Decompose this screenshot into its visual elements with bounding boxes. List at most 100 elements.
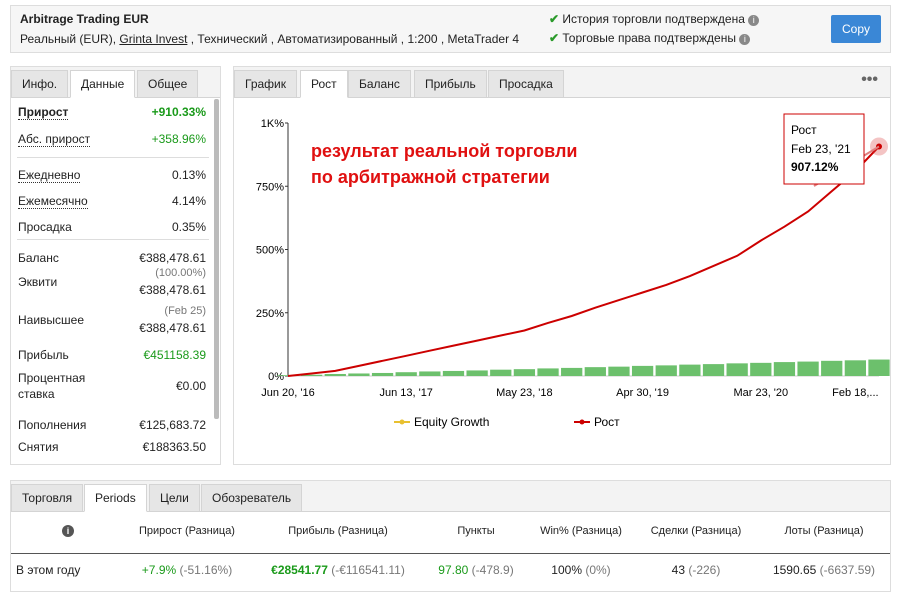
cell: +7.9% (-51.16%) [97,563,277,577]
cell-value: 100% [551,563,582,577]
header: Arbitrage Trading EUR Реальный (EUR), Gr… [10,5,891,53]
stat-label: Прибыль [18,348,69,362]
cell-diff: (-51.16%) [179,563,233,577]
subtitle-part: Реальный (EUR), [20,32,117,46]
tooltip-date: Feb 23, '21 [791,142,851,156]
stat-label: Ежемесячно [18,194,88,209]
stat-value: €388,478.61 [139,321,206,335]
broker-link[interactable]: Grinta Invest [119,32,188,46]
y-tick-label: 0% [268,371,284,383]
x-tick-label: Apr 30, '19 [616,387,669,399]
volume-bar [750,362,772,376]
stat-value: +910.33% [151,105,206,119]
tab[interactable]: Прибыль [414,70,487,98]
tab[interactable]: Цели [149,484,200,512]
column-header: Win% (Разница) [540,525,622,537]
volume-bar [348,373,370,376]
cell-diff: (-226) [688,563,721,577]
stat-note: (Feb 25) [164,305,206,317]
stat-label: Абс. прирост [18,132,91,147]
stat-label: Ежедневно [18,168,81,183]
tab[interactable]: Рост [300,70,348,98]
stat-value: €388,478.61 [139,251,206,265]
stat-note: (100.00%) [155,267,206,279]
cell: €28541.77 (-€116541.11) [248,563,428,577]
tab[interactable]: Обозреватель [201,484,303,512]
verification: ✔ Торговые права подтверждены i [549,31,751,45]
stat-value: €125,683.72 [139,418,206,432]
subtitle: Реальный (EUR), Grinta Invest , Техничес… [20,32,519,46]
x-tick-label: Mar 23, '20 [733,387,788,399]
volume-bar [442,370,465,376]
volume-bar [726,363,748,376]
stat-value: €188363.50 [142,440,206,454]
title: Arbitrage Trading EUR [20,12,149,26]
stat-label: Пополнения [18,418,87,432]
cell: 1590.65 (-6637.59) [734,563,900,577]
column-header: Сделки (Разница) [650,525,742,537]
stat-label: Прирост [18,105,69,120]
info-icon[interactable]: i [62,525,74,537]
tab[interactable]: Инфо. [11,70,69,98]
tooltip [783,113,865,185]
cell-value: 43 [671,563,685,577]
volume-bar [301,374,323,376]
y-tick-label: 1K% [261,118,284,130]
volume-bar [679,364,701,376]
x-tick-label: May 23, '18 [496,387,553,399]
stat-value: €451158.39 [143,348,206,362]
stat-value: €388,478.61 [139,283,206,297]
verification: ✔ История торговли подтверждена i [549,12,760,26]
tab[interactable]: График [234,70,297,98]
y-tick-label: 500% [256,245,284,257]
cell-diff: (-€116541.11) [331,563,405,577]
chart: 0% 250% 500% 750% 1K% Jun 20, '16 Jun 13, '17 M… [256,113,890,429]
volume-bar [868,359,890,376]
volume-bar [584,367,606,376]
tab[interactable]: Торговля [11,484,84,512]
growth-line [287,145,880,377]
cell-value: 1590.65 [772,563,817,577]
stat-label: Наивысшее [18,313,85,327]
stats-panel: Инфо. Данные Общее Прирост +910.33% Абс. прир… [10,66,221,465]
volume-bar [561,367,583,376]
tab[interactable]: Общее [137,70,199,98]
x-tick-label: Jun 13, '17 [379,387,432,399]
stat-label: Процентная ставка [18,371,86,401]
volume-bar [513,369,536,376]
volume-bar [537,368,559,376]
stat-label: Снятия [18,440,59,454]
tooltip-title: Рост [791,123,817,137]
menu-icon[interactable]: ••• [861,71,878,88]
volume-bar [821,360,843,376]
volume-bar [797,361,819,376]
tab[interactable]: Periods [84,484,147,512]
column-header: Прибыль (Разница) [288,525,388,537]
stat-value: 4.14% [171,194,206,208]
legend-dot [399,419,405,425]
chart-panel: ••• 0% 250% 500% 750% 1K% Jun 20, '16 Jun 13, … [233,66,891,465]
subtitle-part: , Технический , Автоматизированный , 1:2… [190,32,520,46]
copy-button[interactable]: Copy [831,15,881,43]
column-header: Прирост (Разница) [139,525,235,537]
cell-value: €28541.77 [271,563,328,577]
legend-dot [579,419,585,425]
volume-bar [324,373,346,376]
tab[interactable]: Баланс [348,70,411,98]
column-header: Пункты [457,525,495,537]
stat-value: +358.96% [151,132,206,146]
volume-bar [608,366,630,376]
tab[interactable]: Данные [70,70,136,98]
legend-label: Equity Growth [414,415,489,429]
tab[interactable]: Просадка [488,70,564,98]
separator [17,157,209,158]
volume-bar [371,372,394,376]
volume-bar [702,364,725,376]
cell: 100% (0%) [491,563,671,577]
volume-bar [631,365,654,376]
verification-text: История торговли подтверждена [562,12,745,26]
stat-label: Баланс [18,251,59,265]
annotation: по арбитражной стратегии [311,167,550,187]
verification-text: Торговые права подтверждены [562,31,736,45]
tooltip-value: 907.12% [791,160,839,174]
